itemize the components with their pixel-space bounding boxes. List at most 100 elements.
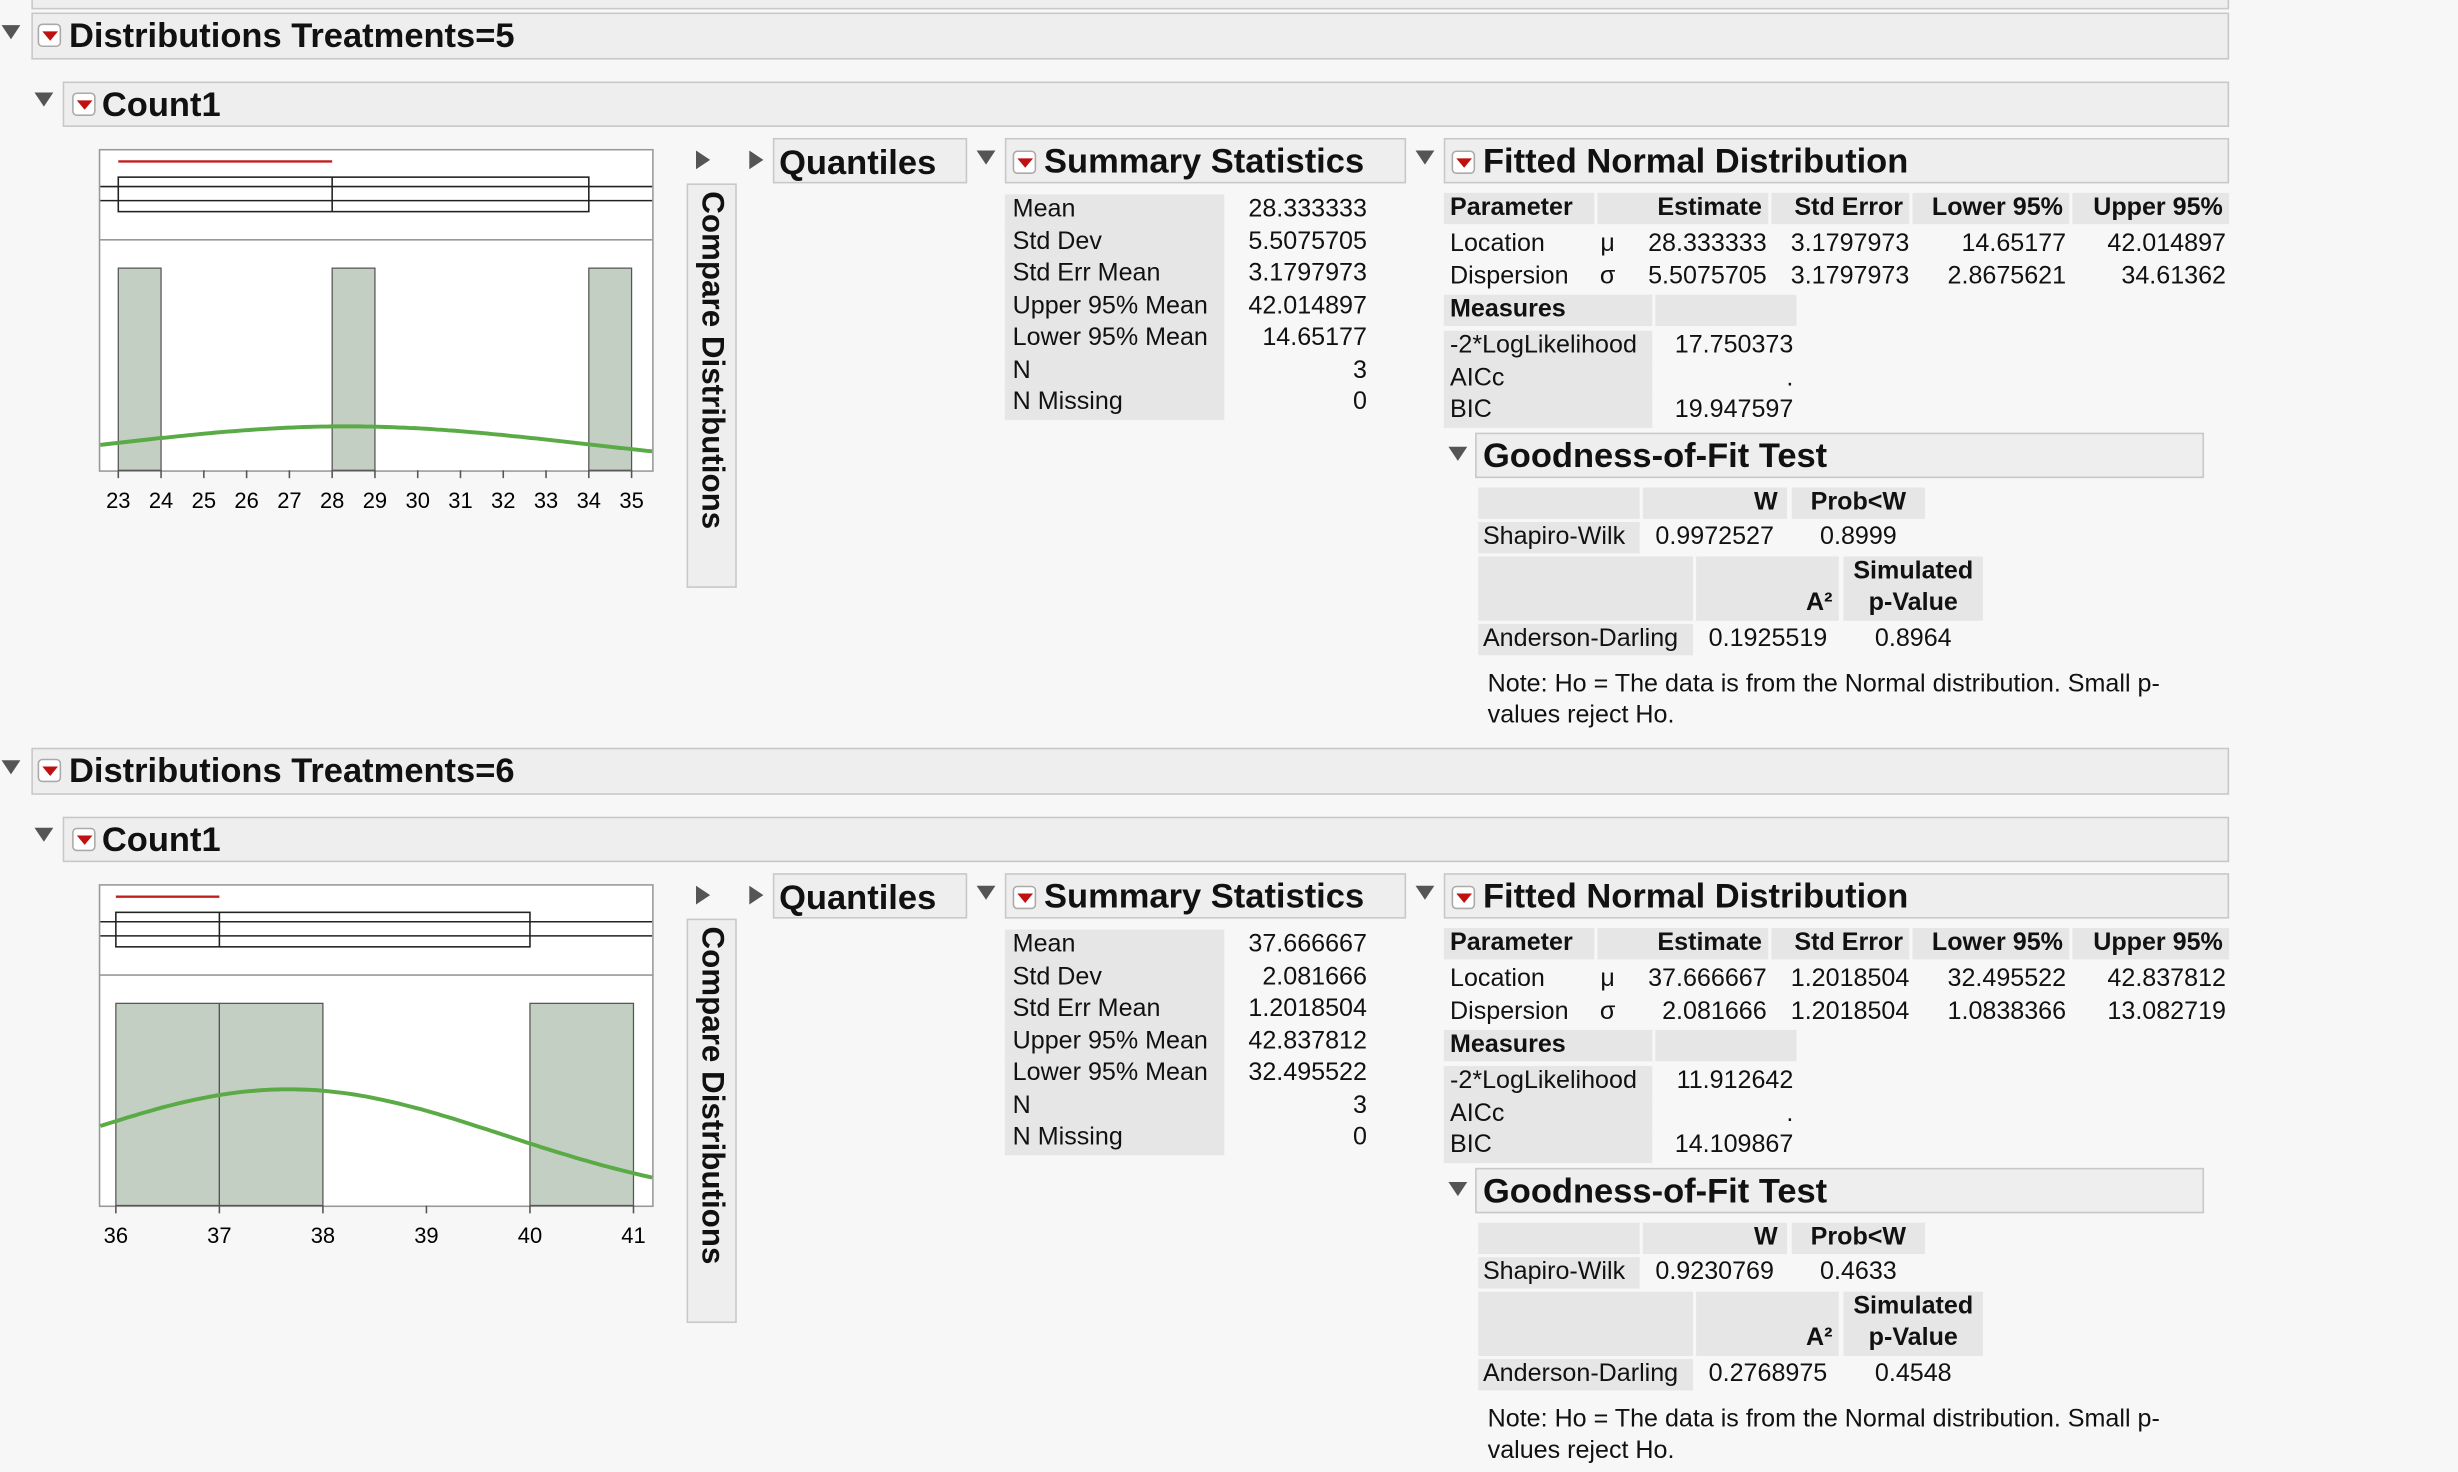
x-tick-label: 31 [448,488,472,513]
x-tick-label: 41 [621,1223,645,1248]
disclosure-closed[interactable] [696,150,711,170]
compare-panel[interactable]: Compare Distributions [686,918,737,1324]
measure-value: 11.912642 [1676,1067,1794,1095]
x-tick-label: 37 [207,1223,231,1248]
histogram-chart: 36 37 38 39 40 41 [98,884,654,1248]
stat-label: N Missing [1004,1122,1225,1155]
x-tick-label: 28 [320,488,344,513]
note: Note: Ho = The data is from the Normal d… [1487,670,2160,729]
column-header: Estimate [1597,928,1769,960]
stat-value: 2.081666 [1262,963,1367,990]
section-title: Distributions Treatments=5 [68,15,515,55]
histogram-bar [218,1002,324,1207]
stat-value: 37.666667 [1248,931,1367,958]
x-tick-label: 34 [577,488,601,513]
variable-title: Count1 [101,819,221,860]
column-header: Std Error [1771,928,1910,960]
note: Note: Ho = The data is from the Normal d… [1487,1406,2160,1465]
cell: 0.4548 [1874,1360,1952,1388]
column-header: Prob<W [1791,487,1926,519]
box [117,176,590,213]
x-tick-label: 39 [414,1223,438,1248]
stat-label: Mean [1004,194,1225,227]
header-filler [1478,556,1694,621]
column-header: A² [1696,556,1839,621]
header-filler [1478,1291,1694,1356]
disclosure-open[interactable] [1415,150,1435,165]
stat-value: 3 [1352,356,1367,384]
histogram-bar [529,1002,635,1207]
previous-panel [31,0,2230,10]
row-label: Dispersion [1450,262,1569,290]
red-triangle-menu[interactable] [1451,150,1476,175]
cell: 2.8675621 [1947,262,2067,290]
disclosure-open[interactable] [976,150,996,165]
cell: 0.4633 [1820,1258,1897,1286]
stat-value: 0 [1352,388,1367,416]
disclosure-open[interactable] [1448,446,1468,461]
quantiles-header[interactable]: Quantiles [772,137,968,184]
column-header: A² [1696,1291,1839,1356]
disclosure-open[interactable] [1415,885,1435,900]
x-tick-label: 33 [534,488,558,513]
disclosure-open[interactable] [1,760,21,775]
cell: 0.8964 [1874,625,1952,653]
histogram-bar [588,267,633,471]
stat-label: Std Dev [1004,226,1225,259]
compare-panel[interactable]: Compare Distributions [686,183,737,588]
disclosure-open[interactable] [34,92,54,107]
histogram-bar [331,267,376,471]
cell: 37.666667 [1648,965,1767,993]
histogram-bar [117,267,162,471]
row-label: Dispersion [1450,997,1569,1025]
section-title: Distributions Treatments=6 [68,750,515,791]
header-filler [1478,487,1640,519]
disclosure-closed[interactable] [696,885,711,905]
stat-label: Lower 95% Mean [1004,1058,1225,1091]
cell: 0.2768975 [1708,1360,1828,1388]
red-triangle-menu[interactable] [72,827,96,852]
disclosure-closed[interactable] [749,885,764,905]
quantiles-header[interactable]: Quantiles [772,873,968,919]
measure-label: -2*LogLikelihood [1443,330,1653,363]
red-triangle-menu[interactable] [1012,150,1037,175]
cell: 34.61362 [2121,262,2226,290]
cell: 1.2018504 [1790,997,1910,1025]
disclosure-open[interactable] [1448,1181,1468,1197]
disclosure-closed[interactable] [749,150,764,170]
column-header: Std Error [1771,192,1910,225]
row-label: Shapiro-Wilk [1478,522,1640,554]
stat-label: N Missing [1004,387,1225,420]
cell: 2.081666 [1662,997,1767,1025]
cell: 32.495522 [1947,965,2067,993]
header-filler [1655,1029,1797,1062]
column-header: Lower 95% [1912,192,2070,225]
red-triangle-menu[interactable] [72,92,96,117]
x-tick-label: 36 [104,1223,128,1248]
measures-header: Measures [1443,294,1653,327]
box [115,911,531,948]
gof-title: Goodness-of-Fit Test [1482,1170,1828,1211]
cell: 3.1797973 [1790,262,1910,290]
stat-value: 14.65177 [1262,324,1367,352]
stat-label: N [1004,355,1225,388]
disclosure-open[interactable] [976,885,996,900]
stat-label: Mean [1004,929,1225,962]
section-header [31,747,2230,795]
disclosure-open[interactable] [34,827,54,842]
column-header: W [1642,1222,1788,1255]
red-triangle-menu[interactable] [37,23,62,48]
cell: 42.837812 [2107,965,2226,993]
disclosure-open[interactable] [1,25,21,40]
summary-title: Summary Statistics [1044,141,1365,181]
measure-label: BIC [1443,1130,1653,1163]
cell: 0.9230769 [1655,1258,1774,1286]
summary-header [1004,137,1407,184]
red-triangle-menu[interactable] [1012,885,1037,910]
x-tick-label: 30 [406,488,430,513]
red-triangle-menu[interactable] [37,758,62,783]
measure-label: BIC [1443,395,1653,428]
red-triangle-menu[interactable] [1451,885,1476,910]
